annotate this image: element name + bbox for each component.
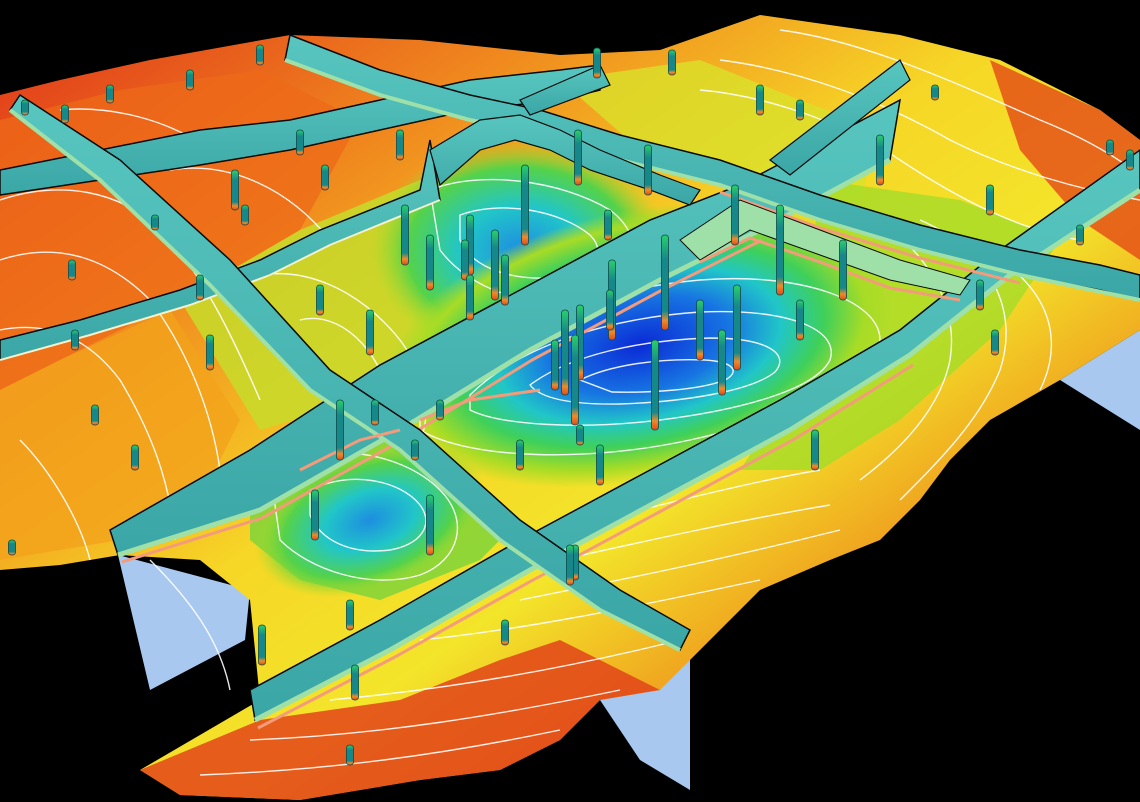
well-marker (231, 169, 239, 211)
well-marker (61, 104, 69, 124)
fault-panel-north-small (519, 64, 611, 116)
well-marker (796, 299, 804, 341)
well-marker (696, 299, 704, 361)
well-marker (733, 284, 741, 371)
well-marker (71, 329, 79, 351)
well-marker (346, 599, 354, 631)
well-marker (839, 239, 847, 301)
well-marker (931, 84, 939, 101)
well-marker (571, 334, 579, 426)
well-marker (606, 289, 614, 331)
well-marker (396, 129, 404, 161)
well-marker (501, 254, 509, 306)
well-marker (316, 284, 324, 316)
well-marker (976, 279, 984, 311)
well-marker (401, 204, 409, 266)
well-marker (8, 539, 16, 556)
well-marker (604, 209, 612, 241)
well-marker (651, 339, 659, 431)
well-marker (876, 134, 884, 186)
well-marker (991, 329, 999, 356)
well-marker (258, 624, 266, 666)
well-marker (196, 274, 204, 301)
well-marker (256, 44, 264, 66)
well-marker (596, 444, 604, 486)
fault-panel-basin-rim (429, 114, 701, 206)
well-marker (106, 84, 114, 104)
well-marker (731, 184, 739, 246)
well-marker (521, 164, 529, 246)
well-marker (776, 204, 784, 296)
well-marker (668, 49, 676, 76)
well-marker (426, 234, 434, 291)
well-marker (986, 184, 994, 216)
well-marker (351, 664, 359, 701)
wells (8, 44, 1134, 766)
well-marker (366, 309, 374, 356)
well-marker (296, 129, 304, 156)
well-marker (718, 329, 726, 396)
well-marker (1076, 224, 1084, 246)
well-marker (461, 239, 469, 281)
well-marker (756, 84, 764, 116)
well-marker (501, 619, 509, 646)
well-marker (206, 334, 214, 371)
well-marker (566, 544, 574, 586)
well-marker (576, 424, 584, 446)
well-marker (661, 234, 669, 331)
well-marker (68, 259, 76, 281)
well-marker (1126, 149, 1134, 171)
well-marker (321, 164, 329, 191)
well-marker (151, 214, 159, 231)
well-marker (561, 309, 569, 396)
well-marker (371, 399, 379, 426)
underside-panels (118, 330, 1140, 790)
well-marker (466, 274, 474, 321)
well-marker (346, 744, 354, 766)
well-marker (336, 399, 344, 461)
well-marker (644, 144, 652, 196)
well-marker (411, 439, 419, 461)
well-marker (796, 99, 804, 121)
well-marker (91, 404, 99, 426)
well-marker (593, 47, 601, 79)
fault-panel-east (769, 59, 911, 176)
well-marker (811, 429, 819, 471)
well-marker (491, 229, 499, 301)
well-marker (21, 99, 29, 116)
well-marker (241, 204, 249, 226)
well-marker (311, 489, 319, 541)
well-marker (426, 494, 434, 556)
well-marker (436, 399, 444, 421)
well-marker (516, 439, 524, 471)
well-marker (551, 339, 559, 391)
well-marker (1106, 139, 1114, 156)
well-marker (574, 129, 582, 186)
well-marker (131, 444, 139, 471)
well-marker (186, 69, 194, 91)
